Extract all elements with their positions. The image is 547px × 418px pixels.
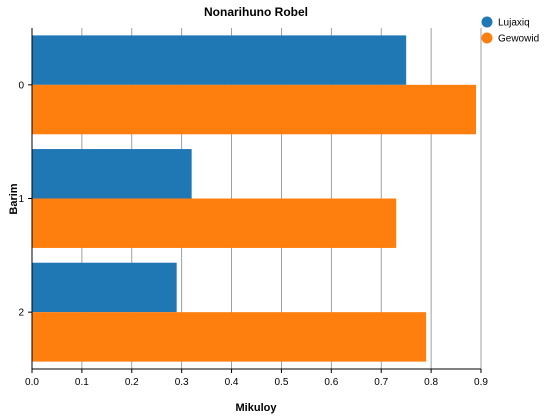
bar-layer: [32, 35, 477, 362]
y-axis-label: Barim: [8, 183, 20, 214]
y-tick-label: 2: [18, 308, 24, 319]
x-tick-label: 0.1: [75, 377, 89, 388]
x-tick-label: 0.8: [424, 377, 438, 388]
x-tick-label: 0.5: [274, 377, 288, 388]
x-axis-label: Mikuloy: [236, 402, 278, 414]
y-tick-label: 1: [18, 194, 24, 205]
bar: [32, 262, 177, 313]
x-tick-label: 0.0: [25, 377, 39, 388]
legend-label: Lujaxiq: [498, 18, 530, 29]
chart-title: Nonarihuno Robel: [204, 5, 308, 19]
legend-label: Gewowid: [498, 34, 539, 45]
x-tick-label: 0.7: [374, 377, 388, 388]
bar: [32, 312, 427, 362]
x-tick-label: 0.2: [125, 377, 139, 388]
legend: Lujaxiq Gewowid: [481, 16, 539, 45]
x-tick-label: 0.9: [474, 377, 488, 388]
y-tick-label: 0: [18, 80, 24, 91]
bar: [32, 84, 477, 135]
legend-marker: [481, 16, 493, 28]
legend-marker: [481, 32, 493, 44]
x-tick-label: 0.4: [225, 377, 239, 388]
bar: [32, 35, 407, 85]
axis-layer: 0.0 0.1 0.2 0.3 0.4 0.5 0.6 0.7 0.8 0.9 0 1 2: [18, 28, 488, 388]
bar: [32, 149, 192, 199]
x-tick-label: 0.3: [175, 377, 189, 388]
bar: [32, 198, 397, 248]
x-tick-label: 0.6: [324, 377, 338, 388]
